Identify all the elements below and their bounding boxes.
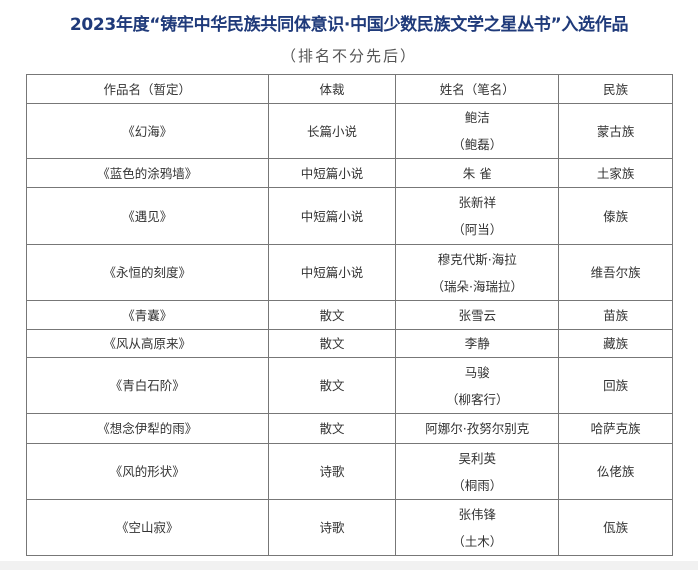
cell-name: 李静 <box>395 329 560 358</box>
cell-work: 《永恒的刻度》 <box>26 244 269 301</box>
cell-work: 《青囊》 <box>26 300 269 330</box>
cell-name: 张伟锋 （土木） <box>395 499 560 556</box>
cell-ethnicity: 哈萨克族 <box>558 413 673 444</box>
author-pen-name: （桐雨） <box>452 477 503 493</box>
author-name: 吴利英 <box>458 450 497 466</box>
cell-name: 马骏 （柳客行） <box>395 357 560 414</box>
author-name: 张新祥 <box>458 195 497 210</box>
author-pen-name: （土木） <box>452 533 503 549</box>
cell-work: 《遇见》 <box>26 187 269 245</box>
table-row: 《空山寂》 诗歌 张伟锋 （土木） 佤族 <box>26 499 673 556</box>
cell-work: 《风从高原来》 <box>26 329 269 358</box>
page-bottom-strip <box>0 561 698 570</box>
table-row: 《风从高原来》 散文 李静 藏族 <box>26 329 673 358</box>
table-row: 《青白石阶》 散文 马骏 （柳客行） 回族 <box>26 357 673 414</box>
page-title: 2023年度“铸牢中华民族共同体意识·中国少数民族文学之星丛书”入选作品 <box>69 15 629 35</box>
cell-genre: 诗歌 <box>267 499 397 556</box>
author-name: 张伟锋 <box>458 506 497 522</box>
table-row: 《风的形状》 诗歌 吴利英 （桐雨） 仫佬族 <box>26 443 673 500</box>
cell-ethnicity: 蒙古族 <box>558 103 673 159</box>
cell-work: 《想念伊犁的雨》 <box>26 413 269 444</box>
header-ethnicity: 民族 <box>558 74 673 104</box>
table-row: 《青囊》 散文 张雪云 苗族 <box>26 300 673 330</box>
author-pen-name: （鲍磊） <box>452 137 503 152</box>
selected-works-table: 作品名（暂定） 体裁 姓名（笔名） 民族 《幻海》 长篇小说 鲍洁 （鲍磊） 蒙古族 《蓝… <box>26 74 673 556</box>
author-name: 鲍洁 <box>464 110 490 125</box>
header-work: 作品名（暂定） <box>26 74 269 104</box>
cell-genre: 中短篇小说 <box>267 187 397 245</box>
cell-work: 《风的形状》 <box>26 443 269 500</box>
cell-work: 《空山寂》 <box>26 499 269 556</box>
cell-ethnicity: 回族 <box>558 357 673 414</box>
cell-ethnicity: 傣族 <box>558 187 673 245</box>
cell-work: 《青白石阶》 <box>26 357 269 414</box>
cell-genre: 中短篇小说 <box>267 158 397 188</box>
author-pen-name: （瑞朵·海瑞拉） <box>431 278 524 294</box>
cell-genre: 散文 <box>267 329 397 358</box>
cell-genre: 中短篇小说 <box>267 244 397 301</box>
cell-ethnicity: 苗族 <box>558 300 673 330</box>
header-genre: 体裁 <box>267 74 397 104</box>
table-row: 《遇见》 中短篇小说 张新祥 （阿当） 傣族 <box>26 187 673 245</box>
cell-name: 穆克代斯·海拉 （瑞朵·海瑞拉） <box>395 244 560 301</box>
table-row: 《想念伊犁的雨》 散文 阿娜尔·孜努尔别克 哈萨克族 <box>26 413 673 444</box>
cell-genre: 长篇小说 <box>267 103 397 159</box>
cell-work: 《蓝色的涂鸦墙》 <box>26 158 269 188</box>
cell-genre: 散文 <box>267 413 397 444</box>
cell-genre: 诗歌 <box>267 443 397 500</box>
author-name: 朱 雀 <box>462 165 492 181</box>
cell-genre: 散文 <box>267 357 397 414</box>
cell-ethnicity: 土家族 <box>558 158 673 188</box>
table-row: 《永恒的刻度》 中短篇小说 穆克代斯·海拉 （瑞朵·海瑞拉） 维吾尔族 <box>26 244 673 301</box>
author-pen-name: （柳客行） <box>446 391 509 407</box>
author-name: 马骏 <box>464 364 490 380</box>
table-header-row: 作品名（暂定） 体裁 姓名（笔名） 民族 <box>26 74 673 104</box>
cell-name: 张新祥 （阿当） <box>395 187 560 245</box>
author-name: 阿娜尔·孜努尔别克 <box>425 421 530 436</box>
header-name: 姓名（笔名） <box>395 74 560 104</box>
cell-ethnicity: 藏族 <box>558 329 673 358</box>
cell-ethnicity: 佤族 <box>558 499 673 556</box>
cell-genre: 散文 <box>267 300 397 330</box>
author-name: 李静 <box>464 336 490 351</box>
page-subtitle: （排名不分先后） <box>280 47 417 65</box>
table-row: 《蓝色的涂鸦墙》 中短篇小说 朱 雀 土家族 <box>26 158 673 188</box>
cell-name: 张雪云 <box>395 300 560 330</box>
cell-name: 朱 雀 <box>395 158 560 188</box>
table-row: 《幻海》 长篇小说 鲍洁 （鲍磊） 蒙古族 <box>26 103 673 159</box>
author-name: 张雪云 <box>458 307 497 323</box>
cell-ethnicity: 维吾尔族 <box>558 244 673 301</box>
cell-ethnicity: 仫佬族 <box>558 443 673 500</box>
author-pen-name: （阿当） <box>452 222 503 237</box>
cell-name: 阿娜尔·孜努尔别克 <box>395 413 560 444</box>
cell-name: 鲍洁 （鲍磊） <box>395 103 560 159</box>
cell-work: 《幻海》 <box>26 103 269 159</box>
author-name: 穆克代斯·海拉 <box>437 251 517 267</box>
cell-name: 吴利英 （桐雨） <box>395 443 560 500</box>
